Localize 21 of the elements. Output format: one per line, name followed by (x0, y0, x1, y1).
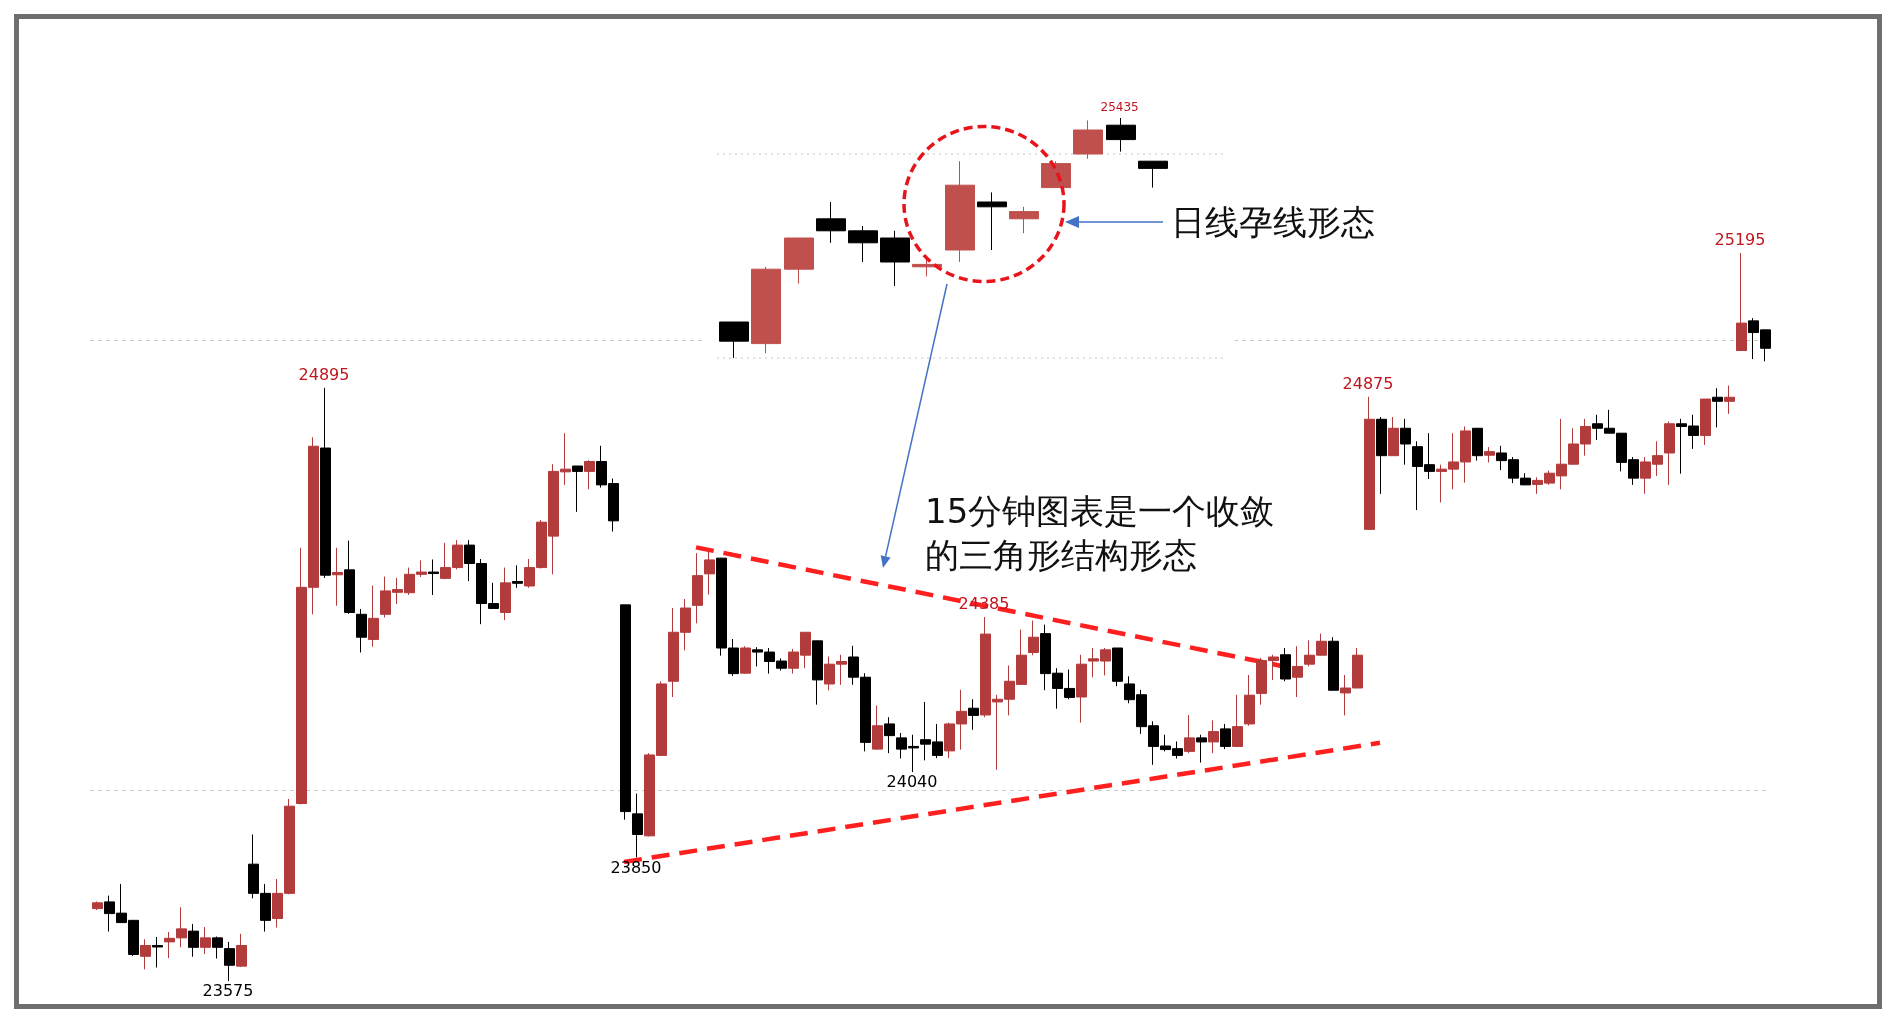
candlestick (512, 564, 523, 589)
candlestick (1232, 694, 1243, 747)
annotation: 24875 (1342, 373, 1394, 393)
candlestick (140, 938, 151, 970)
text: 日线孕线形态 (1171, 201, 1376, 244)
annotation: 25195 (1714, 230, 1766, 250)
annotation: 25435 (1100, 100, 1139, 115)
candlestick (224, 941, 235, 982)
annotation: 24040 (886, 772, 938, 792)
candlestick (632, 793, 643, 858)
annotation: 23850 (610, 857, 662, 877)
candlestick (584, 459, 595, 490)
candlestick (872, 705, 883, 751)
annotation: 23575 (202, 981, 254, 1001)
candlestick (1220, 723, 1231, 750)
candlestick (200, 926, 211, 955)
candlestick (1184, 714, 1195, 754)
candlestick (212, 936, 223, 960)
annotation: 24895 (298, 364, 350, 384)
candlestick (236, 933, 247, 968)
annotation: 15分钟图表是一个收敛的三角形结构形态 (925, 490, 1276, 577)
